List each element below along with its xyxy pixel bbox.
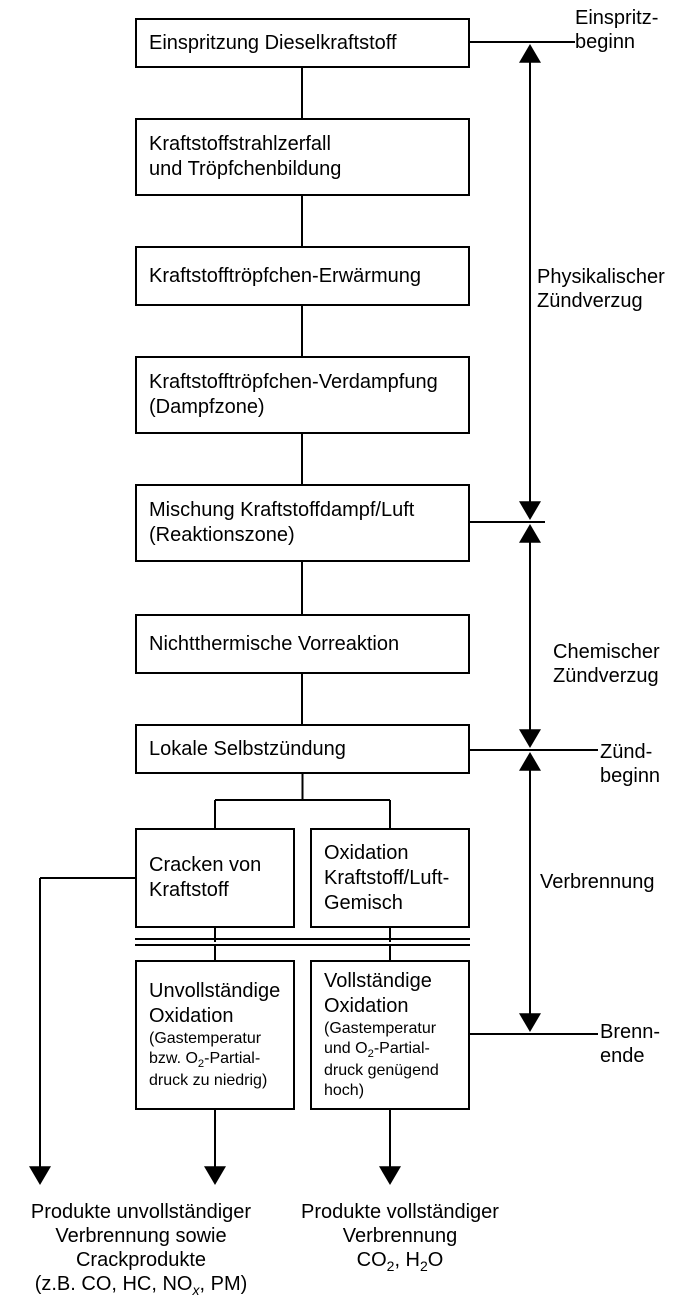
node-n1: Einspritzung Dieselkraftstoff xyxy=(135,18,470,68)
node-text: Kraftstoffstrahlzerfallund Tröpfchenbild… xyxy=(149,132,456,182)
node-text: OxidationKraftstoff/Luft-Gemisch xyxy=(324,841,456,916)
side-label-l_einspritz: Einspritz-beginn xyxy=(575,6,658,54)
side-label-l_zuend: Zünd-beginn xyxy=(600,740,660,788)
diagram-canvas: Einspritzung Dieselkraftstoff Kraftstoffs… xyxy=(0,0,685,1305)
side-label-l_chem: ChemischerZündverzug xyxy=(553,640,660,688)
node-text: Nichtthermische Vorreaktion xyxy=(149,632,456,657)
node-text: Cracken vonKraftstoff xyxy=(149,853,281,903)
node-subtext: (Gastemperaturbzw. O2-Partial-druck zu n… xyxy=(149,1029,281,1091)
bottom-label-b_right: Produkte vollständigerVerbrennungCO2, H2… xyxy=(285,1200,515,1275)
node-n11: VollständigeOxidation(Gastemperaturund O… xyxy=(310,960,470,1110)
node-n4: Kraftstofftröpfchen-Verdampfung(Dampfzon… xyxy=(135,356,470,434)
node-text: Mischung Kraftstoffdampf/Luft(Reaktionsz… xyxy=(149,498,456,548)
node-n10: UnvollständigeOxidation(Gastemperaturbzw… xyxy=(135,960,295,1110)
node-n5: Mischung Kraftstoffdampf/Luft(Reaktionsz… xyxy=(135,484,470,562)
node-n3: Kraftstofftröpfchen-Erwärmung xyxy=(135,246,470,306)
node-text: Einspritzung Dieselkraftstoff xyxy=(149,31,456,56)
bottom-label-b_left: Produkte unvollständigerVerbrennung sowi… xyxy=(6,1200,276,1299)
side-label-l_phys: PhysikalischerZündverzug xyxy=(537,265,665,313)
node-n6: Nichtthermische Vorreaktion xyxy=(135,614,470,674)
node-title: VollständigeOxidation xyxy=(324,969,456,1019)
node-text: Kraftstofftröpfchen-Erwärmung xyxy=(149,264,456,289)
node-text: Kraftstofftröpfchen-Verdampfung(Dampfzon… xyxy=(149,370,456,420)
node-subtext: (Gastemperaturund O2-Partial-druck genüg… xyxy=(324,1019,456,1101)
node-title: UnvollständigeOxidation xyxy=(149,979,281,1029)
node-n7: Lokale Selbstzündung xyxy=(135,724,470,774)
node-n2: Kraftstoffstrahlzerfallund Tröpfchenbild… xyxy=(135,118,470,196)
node-text: Lokale Selbstzündung xyxy=(149,737,456,762)
node-n8: Cracken vonKraftstoff xyxy=(135,828,295,928)
side-label-l_brenn: Brenn-ende xyxy=(600,1020,660,1068)
side-label-l_verbr: Verbrennung xyxy=(540,870,655,894)
node-n9: OxidationKraftstoff/Luft-Gemisch xyxy=(310,828,470,928)
